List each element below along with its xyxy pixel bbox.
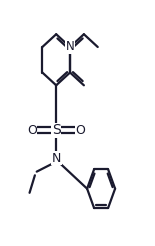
Text: N: N bbox=[66, 41, 74, 53]
Text: O: O bbox=[27, 124, 37, 137]
Text: N: N bbox=[51, 152, 61, 165]
Text: O: O bbox=[76, 124, 85, 137]
Text: S: S bbox=[52, 123, 61, 137]
